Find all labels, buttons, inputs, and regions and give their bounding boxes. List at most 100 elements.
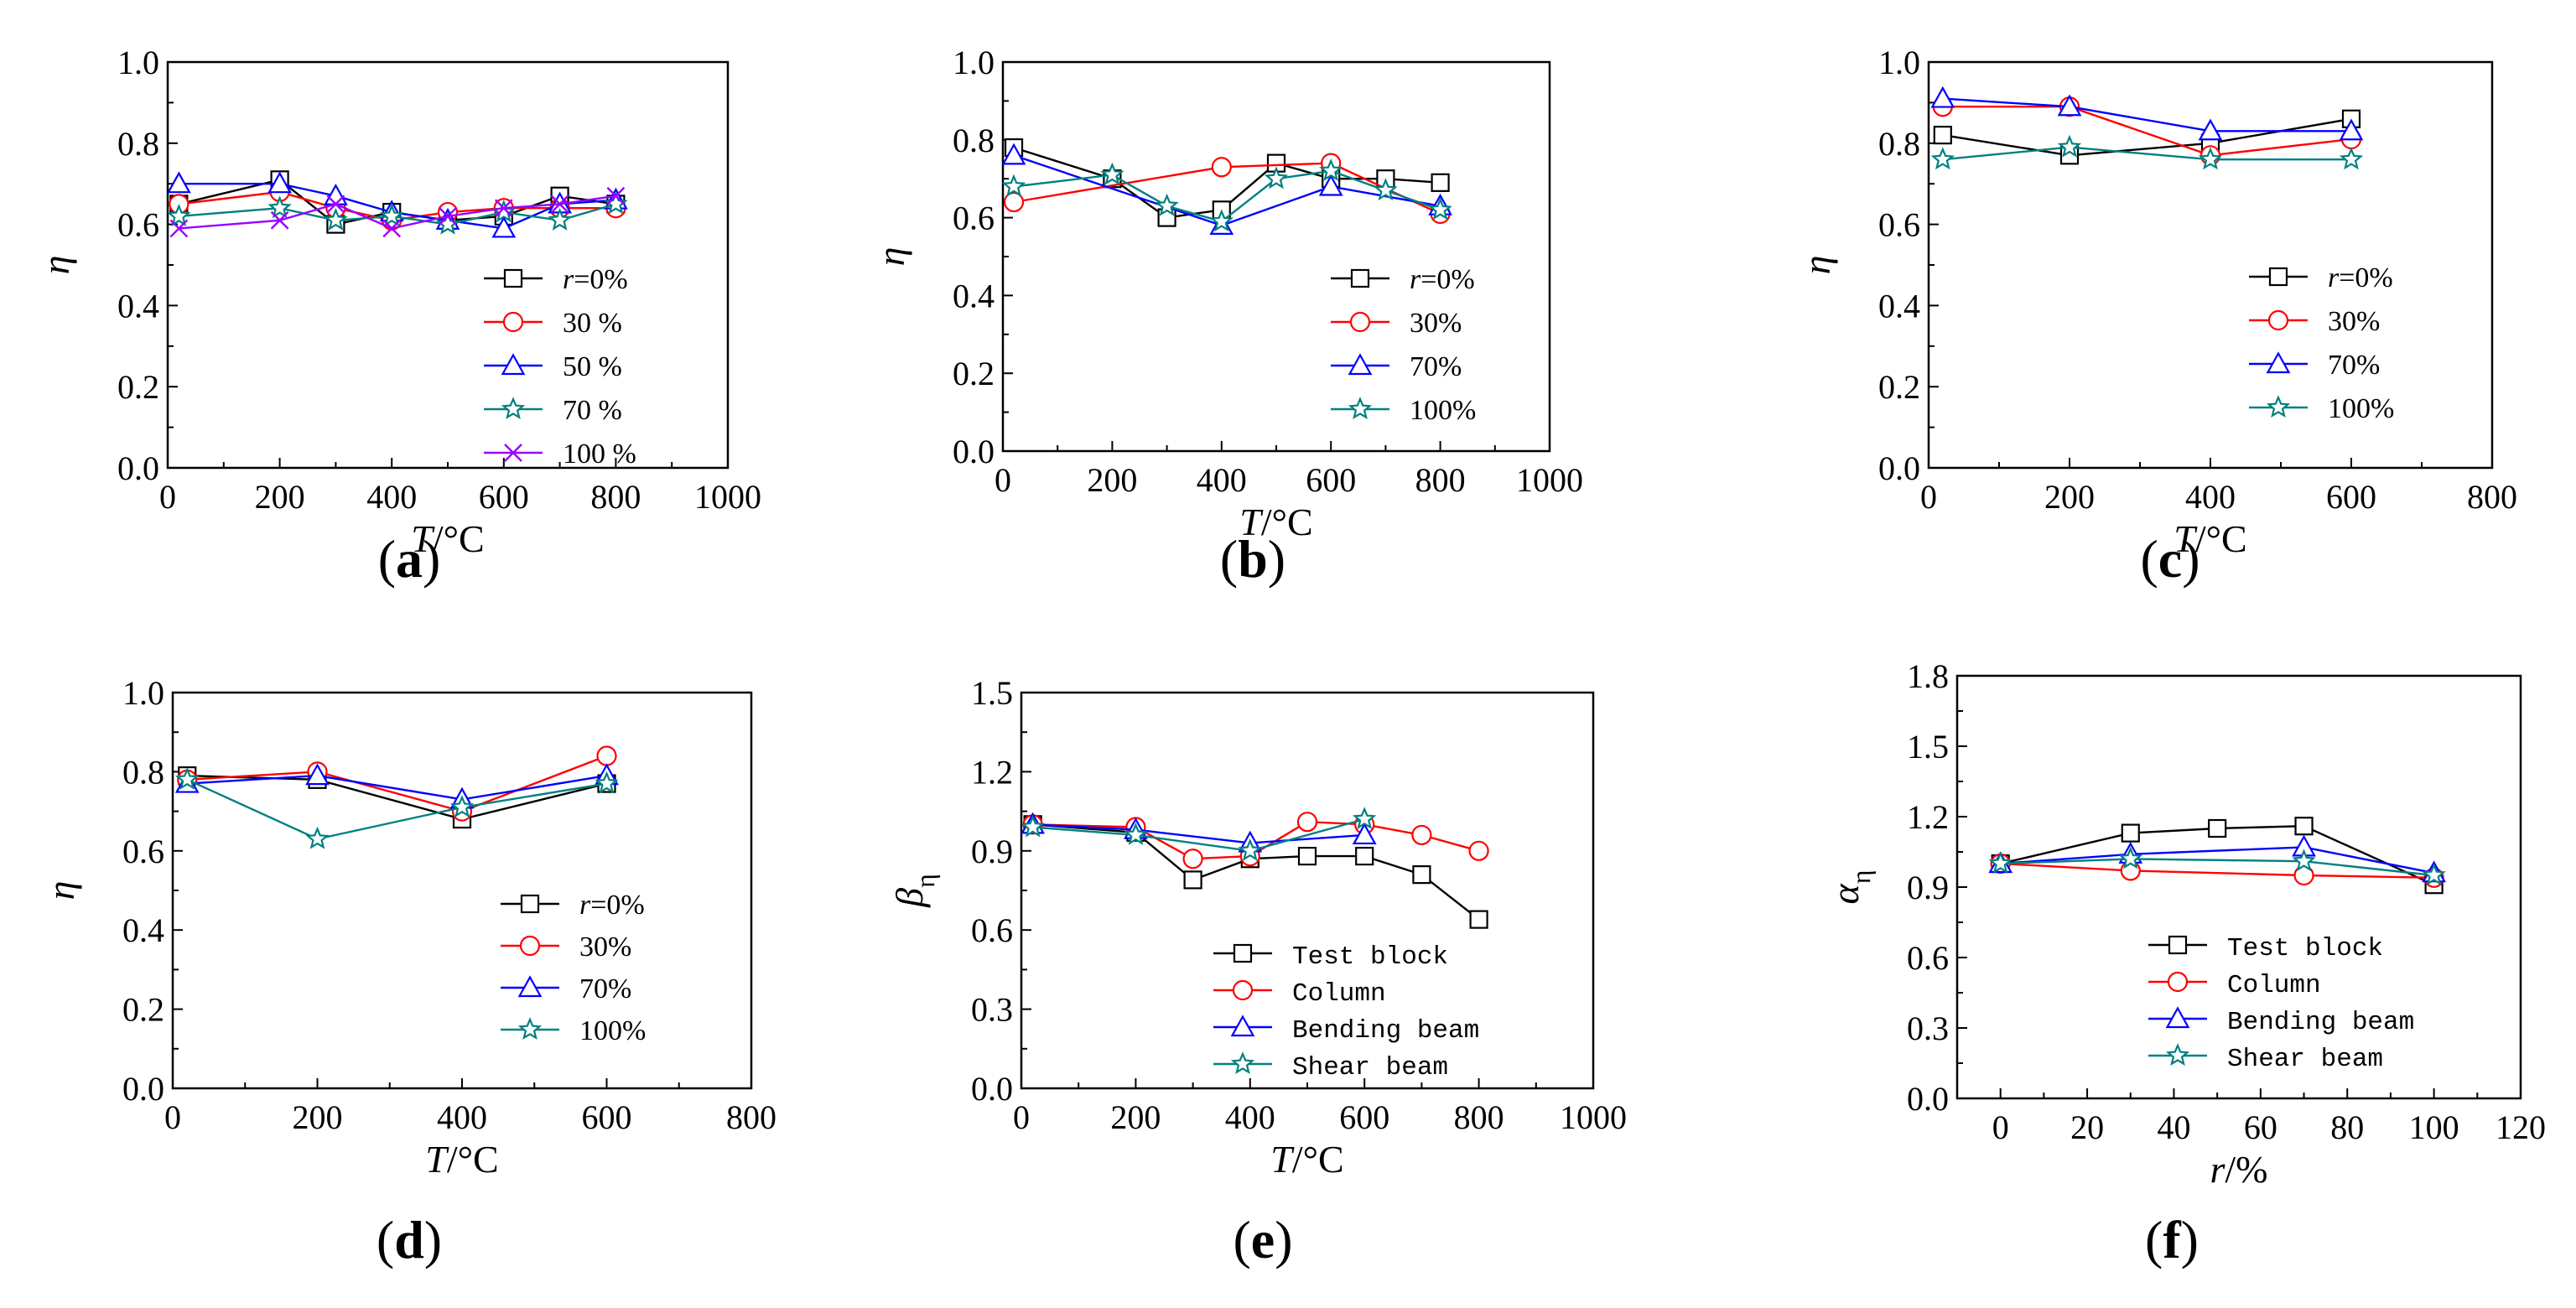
y-axis-label: η	[34, 256, 77, 275]
y-axis-symbol: α	[1824, 883, 1867, 904]
data-point	[2292, 849, 2316, 872]
y-tick-label: 0.3	[1907, 1010, 1949, 1047]
x-axis-unit: /%	[2225, 1148, 2267, 1191]
panel-label: (c)	[2140, 529, 2199, 589]
data-point	[2057, 94, 2082, 117]
data-point	[1988, 851, 2012, 875]
data-point	[1021, 814, 1045, 838]
data-point	[1297, 846, 1317, 866]
legend-label: Bending beam	[1292, 1016, 1479, 1046]
data-point	[1319, 158, 1343, 181]
data-point	[305, 763, 330, 786]
plot-frame	[166, 60, 730, 470]
legend-marker	[2266, 351, 2291, 374]
data-point	[1001, 143, 1026, 165]
panel-paren-close: )	[2182, 529, 2199, 589]
y-tick-label: 0.4	[953, 277, 995, 314]
x-tick-label: 0	[164, 1098, 181, 1136]
x-tick-label: 600	[1306, 461, 1356, 499]
x-tick-label: 1000	[694, 478, 761, 516]
data-point	[1264, 166, 1289, 189]
x-tick-label: 0	[1013, 1098, 1030, 1136]
x-tick-label: 600	[2326, 478, 2376, 516]
data-point	[1431, 173, 1450, 192]
x-tick-label: 800	[590, 478, 641, 516]
data-point	[2118, 846, 2142, 869]
y-axis-symbol: η	[39, 881, 82, 901]
x-tick-label: 400	[1225, 1098, 1275, 1136]
legend-marker	[2167, 971, 2189, 993]
y-tick-label: 0.9	[1907, 869, 1949, 906]
x-tick-label: 60	[2244, 1108, 2277, 1146]
y-axis-symbol: η	[1795, 256, 1838, 275]
y-tick-label: 1.2	[971, 753, 1013, 791]
x-tick-label: 400	[437, 1098, 487, 1136]
panel-paren-open: (	[1233, 1210, 1250, 1269]
series-100-	[169, 186, 626, 238]
data-point	[1209, 209, 1233, 232]
legend-label: 30%	[2328, 306, 2380, 337]
data-point	[1428, 197, 1452, 221]
legend-marker	[2168, 935, 2188, 955]
data-point	[169, 219, 189, 238]
series-test-block	[1991, 817, 2444, 895]
data-point	[491, 215, 517, 238]
legend-label: r=0%	[563, 264, 628, 295]
x-axis-label: T/°C	[1239, 501, 1312, 543]
data-point	[1468, 840, 1489, 861]
panel-label: (e)	[1233, 1210, 1292, 1269]
series-70-	[1930, 86, 2364, 141]
legend-marker	[501, 353, 526, 376]
series-line	[187, 774, 607, 801]
legend: r=0% 30% 70% 100%	[1331, 264, 1476, 426]
y-tick-label: 0.8	[1878, 125, 1920, 163]
data-point	[1318, 174, 1343, 196]
panel-paren-close: )	[424, 1210, 442, 1269]
legend-label-symbol: r	[563, 264, 574, 295]
x-tick-label: 400	[2185, 478, 2236, 516]
series-line	[179, 203, 616, 226]
y-axis-subscript: η	[910, 874, 940, 888]
series-line	[179, 195, 616, 230]
x-tick-label: 200	[1087, 461, 1137, 499]
y-tick-label: 0.0	[117, 449, 159, 487]
legend-label: Shear beam	[1292, 1053, 1448, 1082]
x-tick-label: 600	[479, 478, 529, 516]
y-tick-label: 1.0	[1878, 44, 1920, 81]
data-point	[550, 195, 569, 214]
legend: r=0% 30% 70% 100%	[2249, 262, 2394, 424]
legend-label: r=0%	[2328, 262, 2393, 293]
legend-marker	[502, 311, 524, 333]
data-point	[1930, 147, 1955, 170]
x-axis-unit: /°C	[433, 517, 485, 560]
legend-label: 70%	[579, 973, 631, 1004]
y-tick-label: 1.0	[117, 44, 159, 81]
x-tick-label: 0	[1920, 478, 1937, 516]
legend: r=0% 30 % 50 % 70 % 100 %	[484, 264, 636, 470]
data-point	[1183, 870, 1202, 890]
plot-frame	[1001, 60, 1551, 453]
panel-paren-open: (	[2145, 1210, 2163, 1269]
y-tick-label: 1.5	[1907, 728, 1949, 766]
legend-marker	[504, 444, 522, 462]
x-axis-symbol: T	[2174, 517, 2198, 560]
data-point	[267, 171, 292, 194]
series-line	[1032, 823, 1480, 921]
legend-label: Column	[1292, 979, 1386, 1009]
series-line	[1942, 97, 2351, 132]
y-tick-label: 0.0	[953, 433, 995, 470]
panel-paren-close: )	[423, 529, 440, 589]
y-tick-label: 1.5	[971, 674, 1013, 712]
y-axis-subscript: η	[1846, 870, 1876, 885]
panel-letter: e	[1251, 1210, 1275, 1269]
x-tick-label: 1000	[1560, 1098, 1627, 1136]
legend-label-rest: =0%	[574, 264, 628, 295]
data-point	[1211, 157, 1232, 178]
panel-paren-close: )	[1268, 529, 1285, 589]
series-shear-beam	[1021, 807, 1377, 861]
data-point	[1003, 191, 1025, 213]
series-30-	[177, 745, 617, 822]
series-line	[179, 182, 616, 230]
x-axis-label: T/°C	[411, 517, 484, 560]
